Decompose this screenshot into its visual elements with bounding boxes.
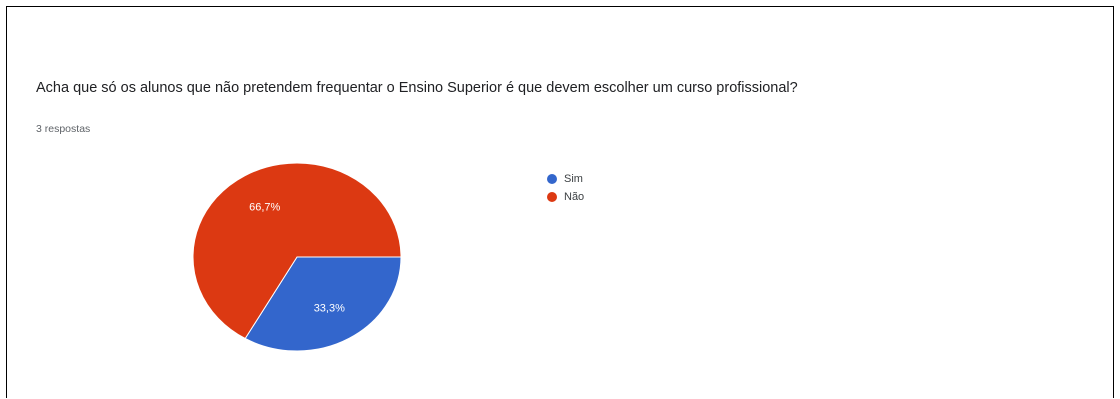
response-count: 3 respostas (36, 123, 91, 135)
legend-label-sim: Sim (564, 173, 583, 185)
legend-item-sim[interactable]: Sim (547, 170, 584, 188)
pie-slice-nao[interactable] (192, 162, 402, 340)
legend: Sim Não (547, 170, 584, 206)
pie-label-sim: 33,3% (314, 302, 345, 314)
legend-swatch-sim (547, 174, 557, 184)
pie-slice-sim[interactable] (244, 256, 402, 352)
pie-labels: 33,3% 66,7% (249, 202, 345, 315)
legend-label-nao: Não (564, 191, 585, 203)
pie-slices (192, 162, 402, 352)
legend-swatch-nao (547, 192, 557, 202)
pie-label-nao: 66,7% (249, 202, 280, 214)
chart-card: Acha que só os alunos que não pretendem … (6, 6, 1114, 398)
pie-chart: 33,3% 66,7% (192, 162, 402, 352)
legend-item-nao[interactable]: Não (547, 188, 584, 206)
question-title: Acha que só os alunos que não pretendem … (36, 80, 798, 96)
